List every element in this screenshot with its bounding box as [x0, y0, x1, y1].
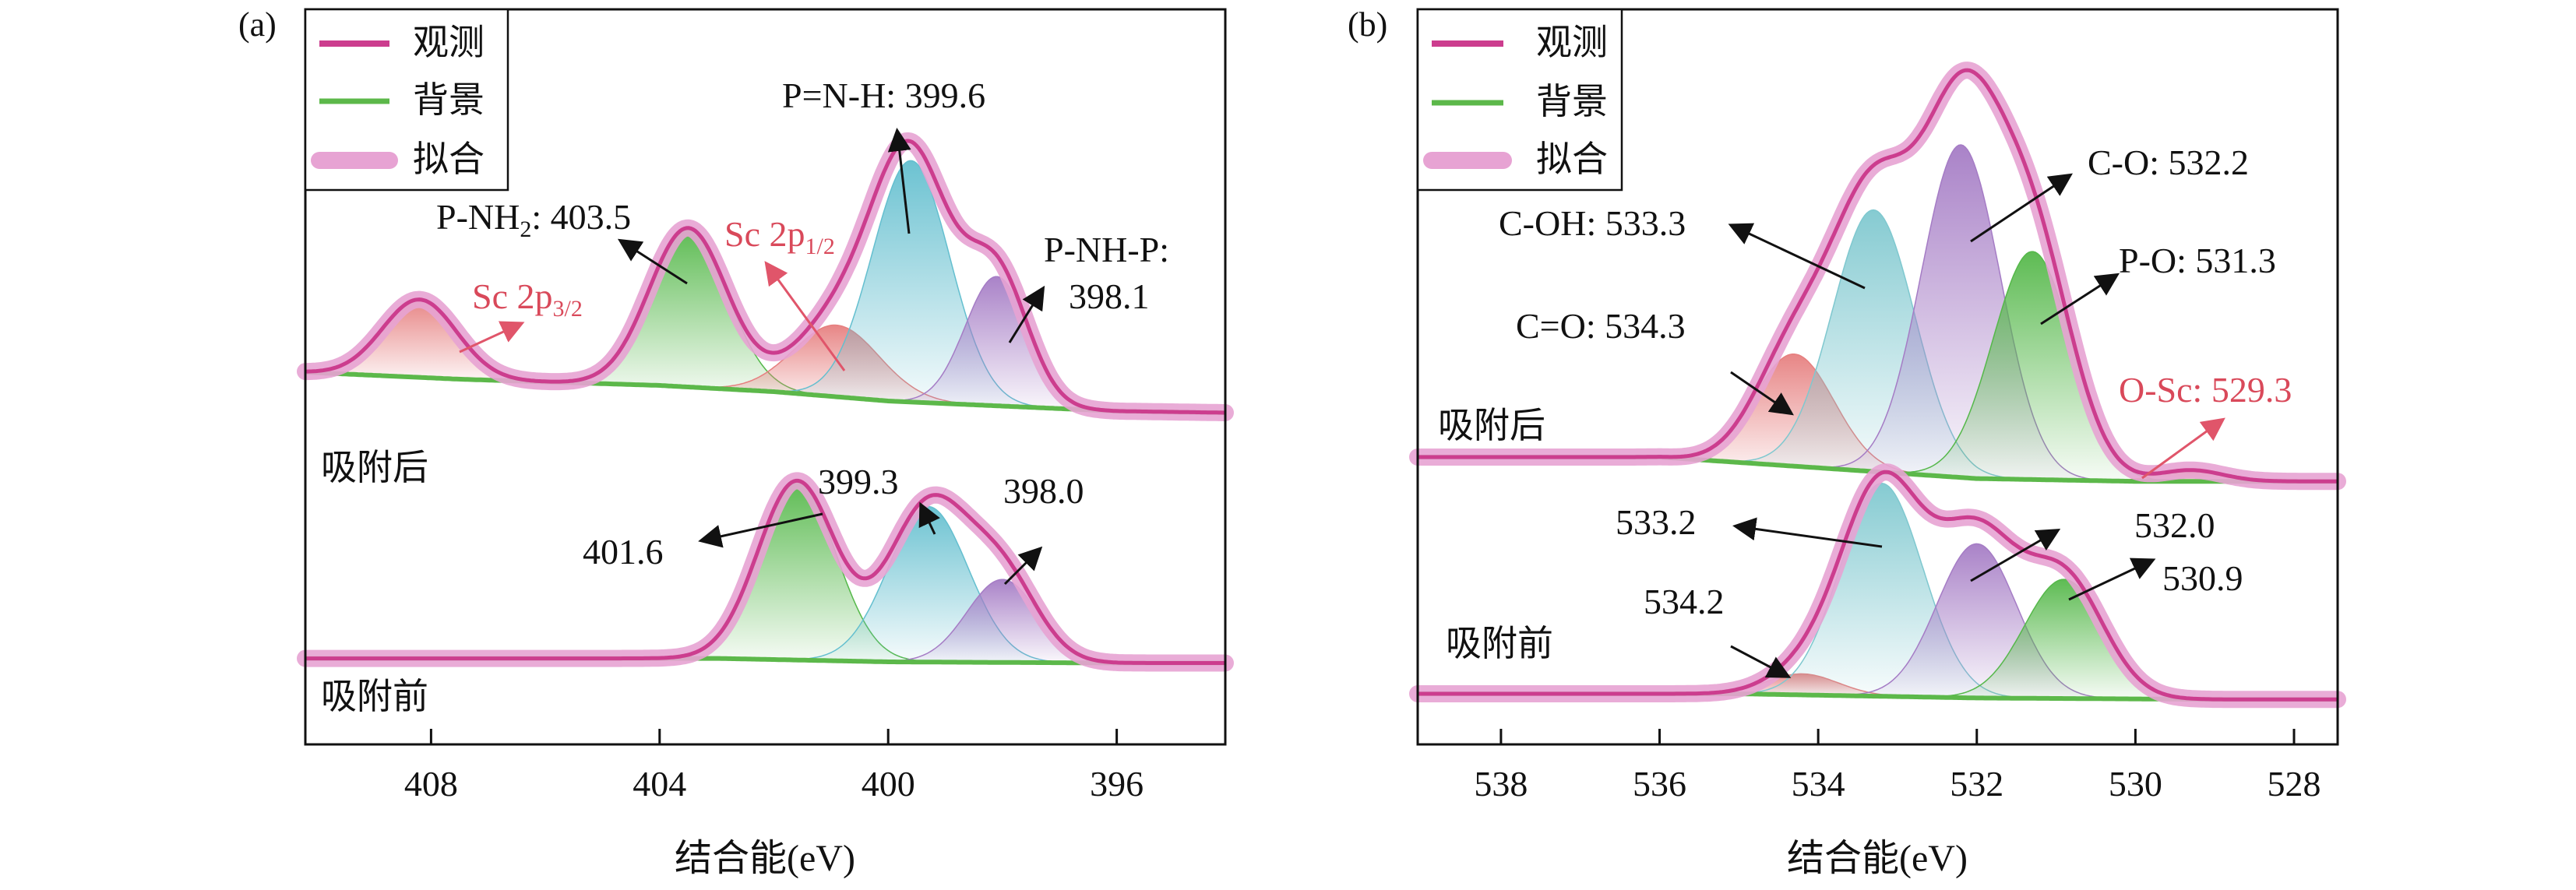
arrow-530-9	[2068, 558, 2156, 601]
arrow-401-6	[698, 512, 823, 548]
arrow-c-eq-o	[1730, 371, 1794, 416]
observed-line	[1418, 470, 2338, 702]
annotation-pnh2: P-NH2: 403.5	[436, 197, 631, 242]
x-tick-label: 528	[2268, 764, 2321, 804]
x-tick-label: 532	[1950, 764, 2003, 804]
legend-label-fit: 拟合	[413, 139, 485, 179]
sample-label-before: 吸附前	[321, 677, 428, 716]
arrow-398-0	[1003, 546, 1043, 586]
panel-a: (a) 408 404 400 396 结合能(eV) 观测 背景 拟合 吸附后 吸附…	[238, 5, 1234, 879]
arrow-p-o	[2040, 273, 2120, 325]
annotation-o-sc: O-Sc: 529.3	[2119, 370, 2292, 410]
sample-label-after: 吸附后	[1438, 406, 1545, 445]
legend-label-observed: 观测	[1536, 23, 1608, 62]
arrow-o-sc	[2141, 417, 2225, 480]
arrow-399-3	[918, 501, 940, 535]
legend-label-background: 背景	[1536, 82, 1608, 121]
x-tick-label: 530	[2109, 764, 2162, 804]
x-axis-ticks: 408 404 400 396	[404, 729, 1144, 804]
spectrum-layer	[1409, 62, 2346, 709]
spectrum-layer	[297, 132, 1234, 672]
sample-label-after: 吸附后	[321, 448, 428, 487]
panel-label: (b)	[1348, 5, 1387, 44]
plot-frame	[304, 8, 1227, 746]
x-axis-ticks: 538 536 534 532 530 528	[1474, 729, 2321, 804]
annotation-532-0: 532.0	[2134, 505, 2215, 545]
panel-label: (a)	[238, 5, 277, 44]
arrow-pnhp	[1008, 285, 1045, 343]
annotation-sc-2p12: Sc 2p1/2	[724, 214, 835, 259]
annotation-534-2: 534.2	[1644, 582, 1725, 621]
x-tick-label: 534	[1792, 764, 1845, 804]
arrow-pnh2	[617, 238, 688, 285]
panel-b: (b) 538 536 534 532 530 528 结合能(eV) 观测 背景 拟合 …	[1348, 5, 2346, 879]
sample-label-before: 吸附前	[1446, 624, 1553, 663]
x-tick-label: 400	[862, 764, 915, 804]
arrow-sc-2p32	[459, 321, 525, 354]
annotation-c-eq-o: C=O: 534.3	[1516, 306, 1686, 346]
annotation-530-9: 530.9	[2162, 558, 2243, 598]
x-tick-label: 538	[1474, 764, 1528, 804]
annotation-p-o: P-O: 531.3	[2119, 241, 2276, 280]
legend-label-observed: 观测	[413, 23, 485, 62]
annotation-401-6: 401.6	[583, 532, 664, 572]
annotation-399-3: 399.3	[818, 462, 899, 501]
legend: 观测 背景 拟合	[304, 8, 509, 192]
annotation-sc-2p32: Sc 2p3/2	[472, 276, 583, 322]
x-axis-label: 结合能(eV)	[1787, 838, 1968, 879]
annotation-pnhp-value: 398.1	[1069, 276, 1150, 316]
arrow-533-2	[1732, 517, 1883, 548]
arrow-c-o	[1970, 173, 2073, 243]
plot-frame	[1416, 8, 2339, 746]
legend-label-fit: 拟合	[1536, 139, 1608, 179]
annotation-pnh: P=N-H: 399.6	[782, 76, 985, 115]
arrow-c-oh	[1728, 223, 1866, 290]
legend: 观测 背景 拟合	[1416, 8, 1623, 192]
annotation-533-2: 533.2	[1616, 502, 1697, 542]
x-tick-label: 536	[1633, 764, 1686, 804]
observed-line	[305, 478, 1225, 665]
observed-line	[1418, 68, 2338, 484]
x-tick-label: 404	[633, 764, 686, 804]
x-tick-label: 396	[1090, 764, 1144, 804]
arrow-sc-2p12	[764, 261, 846, 371]
arrow-532-0	[1970, 528, 2061, 582]
annotation-c-oh: C-OH: 533.3	[1499, 203, 1686, 243]
annotation-398-0: 398.0	[1003, 471, 1084, 511]
arrow-pnh	[887, 128, 911, 234]
annotation-c-o: C-O: 532.2	[2088, 142, 2249, 182]
observed-line	[305, 139, 1225, 415]
x-axis-label: 结合能(eV)	[675, 838, 855, 879]
legend-label-background: 背景	[413, 80, 485, 120]
annotation-pnhp: P-NH-P:	[1044, 230, 1169, 269]
arrow-534-2	[1730, 645, 1792, 678]
x-tick-label: 408	[404, 764, 458, 804]
